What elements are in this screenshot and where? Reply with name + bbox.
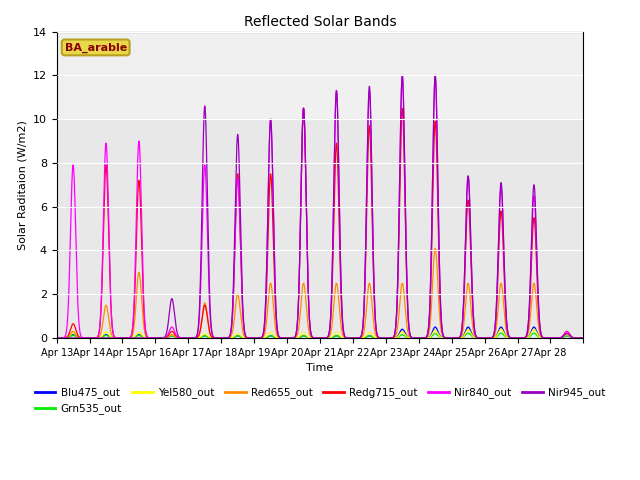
Line: Redg715_out: Redg715_out: [57, 108, 583, 338]
Title: Reflected Solar Bands: Reflected Solar Bands: [244, 15, 396, 29]
Line: Blu475_out: Blu475_out: [57, 327, 583, 338]
Nir945_out: [162, 332, 170, 338]
Yel580_out: [504, 335, 511, 340]
Line: Nir840_out: Nir840_out: [57, 75, 583, 338]
Red655_out: [162, 335, 170, 341]
Yel580_out: [53, 335, 61, 341]
Nir840_out: [367, 156, 375, 162]
Red655_out: [490, 333, 498, 339]
Nir945_out: [367, 154, 375, 159]
Nir840_out: [431, 72, 439, 78]
Line: Yel580_out: Yel580_out: [57, 329, 583, 338]
Yel580_out: [162, 335, 170, 341]
Yel580_out: [339, 335, 347, 341]
Grn535_out: [339, 335, 347, 341]
Red655_out: [367, 296, 375, 301]
Nir945_out: [339, 326, 347, 332]
Redg715_out: [339, 328, 347, 334]
Nir840_out: [504, 329, 511, 335]
Nir945_out: [490, 330, 498, 336]
Blu475_out: [579, 335, 587, 341]
Blu475_out: [504, 335, 511, 340]
Nir945_out: [579, 335, 587, 341]
Yel580_out: [530, 326, 538, 332]
Blu475_out: [530, 324, 538, 330]
Blu475_out: [490, 335, 498, 340]
Nir945_out: [504, 329, 511, 335]
Blu475_out: [339, 335, 347, 341]
Text: BA_arable: BA_arable: [65, 42, 127, 52]
Grn535_out: [490, 335, 498, 341]
Grn535_out: [53, 335, 61, 341]
Redg715_out: [367, 182, 375, 188]
Yel580_out: [579, 335, 587, 341]
Red655_out: [465, 280, 472, 286]
Line: Grn535_out: Grn535_out: [57, 333, 583, 338]
Redg715_out: [465, 198, 472, 204]
Nir840_out: [579, 335, 587, 341]
Line: Red655_out: Red655_out: [57, 248, 583, 338]
Yel580_out: [465, 327, 472, 333]
Blu475_out: [465, 324, 472, 330]
Nir945_out: [53, 335, 61, 341]
Nir840_out: [490, 330, 498, 336]
Bar: [57, 32, 583, 119]
Grn535_out: [530, 330, 538, 336]
Red655_out: [339, 333, 347, 339]
Nir840_out: [465, 174, 472, 180]
Grn535_out: [465, 330, 472, 336]
Grn535_out: [579, 335, 587, 341]
Redg715_out: [399, 105, 406, 111]
Blu475_out: [162, 335, 170, 341]
Redg715_out: [490, 331, 498, 336]
X-axis label: Time: Time: [307, 363, 333, 373]
Y-axis label: Solar Raditaion (W/m2): Solar Raditaion (W/m2): [17, 120, 28, 250]
Red655_out: [504, 333, 511, 339]
Yel580_out: [367, 331, 375, 337]
Redg715_out: [53, 335, 61, 341]
Grn535_out: [162, 335, 170, 341]
Nir945_out: [431, 72, 439, 78]
Red655_out: [431, 245, 439, 251]
Redg715_out: [162, 335, 170, 340]
Blu475_out: [53, 335, 61, 341]
Nir945_out: [465, 174, 472, 180]
Legend: Blu475_out, Grn535_out, Yel580_out, Red655_out, Redg715_out, Nir840_out, Nir945_: Blu475_out, Grn535_out, Yel580_out, Red6…: [30, 383, 610, 419]
Grn535_out: [367, 334, 375, 339]
Redg715_out: [504, 330, 511, 336]
Line: Nir945_out: Nir945_out: [57, 75, 583, 338]
Red655_out: [53, 335, 61, 341]
Yel580_out: [490, 335, 498, 341]
Nir840_out: [162, 334, 170, 340]
Redg715_out: [579, 335, 587, 341]
Red655_out: [579, 335, 587, 341]
Grn535_out: [504, 335, 511, 341]
Nir840_out: [53, 335, 61, 341]
Nir840_out: [339, 326, 347, 332]
Blu475_out: [367, 334, 375, 339]
